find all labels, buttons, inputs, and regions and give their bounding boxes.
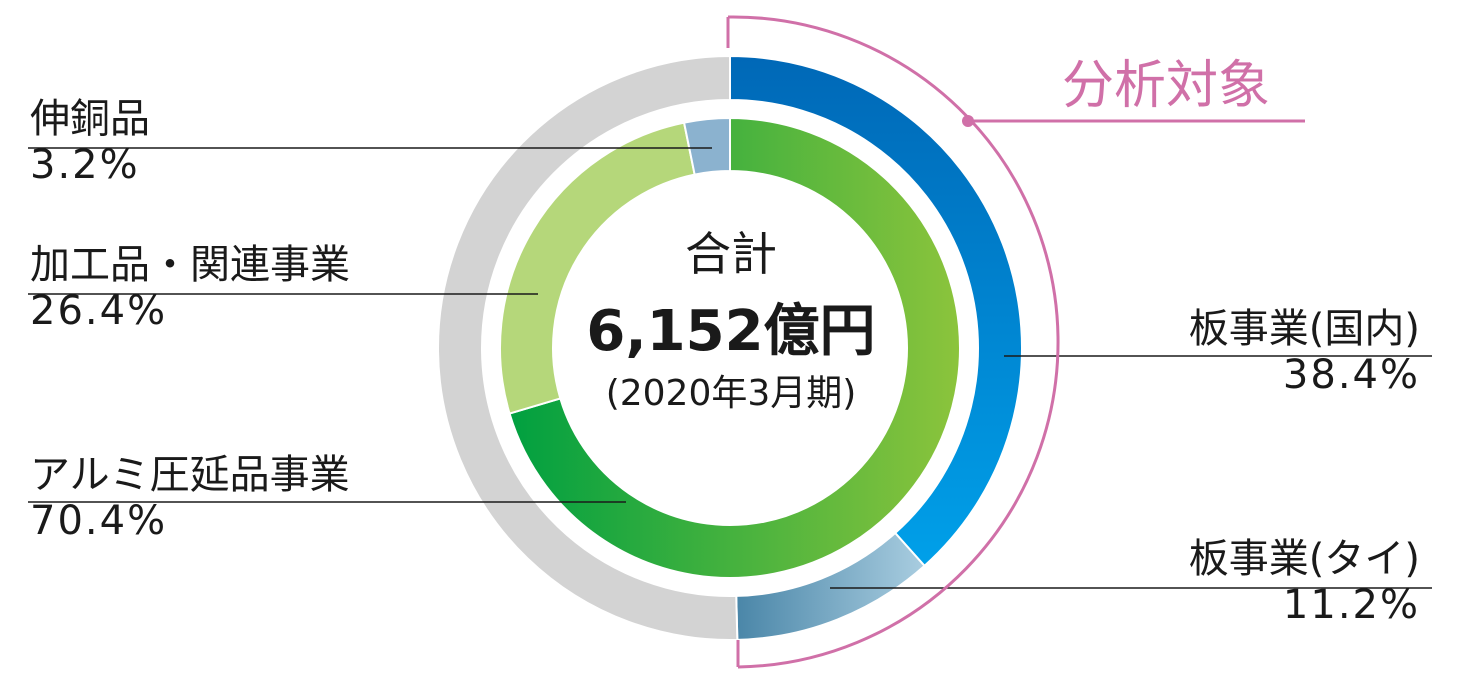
label-processed-name: 加工品・関連事業 bbox=[30, 242, 350, 288]
label-copper-percent: 3.2% bbox=[30, 142, 140, 188]
label-domestic: 板事業(国内) 38.4% bbox=[1189, 306, 1420, 398]
label-aluminum-name: アルミ圧延品事業 bbox=[30, 452, 350, 498]
label-thai-percent: 11.2% bbox=[1282, 582, 1420, 628]
inner-ring-segment-2 bbox=[682, 116, 731, 176]
center-title: 合計 bbox=[685, 227, 777, 281]
center-total: 6,152億円 bbox=[586, 299, 876, 364]
analysis-bracket-arc bbox=[727, 15, 1060, 669]
inner-ring-segment-0 bbox=[508, 116, 961, 579]
label-domestic-name: 板事業(国内) bbox=[1188, 306, 1420, 352]
label-processed-percent: 26.4% bbox=[30, 288, 168, 334]
center-period: (2020年3月期) bbox=[605, 373, 857, 414]
label-domestic-percent: 38.4% bbox=[1282, 352, 1420, 398]
label-aluminum: アルミ圧延品事業 70.4% bbox=[30, 452, 350, 544]
label-thai: 板事業(タイ) 11.2% bbox=[1189, 536, 1420, 628]
label-aluminum-percent: 70.4% bbox=[30, 498, 168, 544]
outer-ring-segment-2 bbox=[437, 54, 739, 641]
label-copper-name: 伸銅品 bbox=[30, 96, 150, 142]
label-thai-name: 板事業(タイ) bbox=[1188, 536, 1420, 582]
analysis-bracket-dot bbox=[962, 115, 974, 127]
label-processed: 加工品・関連事業 26.4% bbox=[30, 242, 350, 334]
label-copper: 伸銅品 3.2% bbox=[30, 96, 150, 188]
analysis-target-label: 分析対象 bbox=[1062, 56, 1271, 116]
